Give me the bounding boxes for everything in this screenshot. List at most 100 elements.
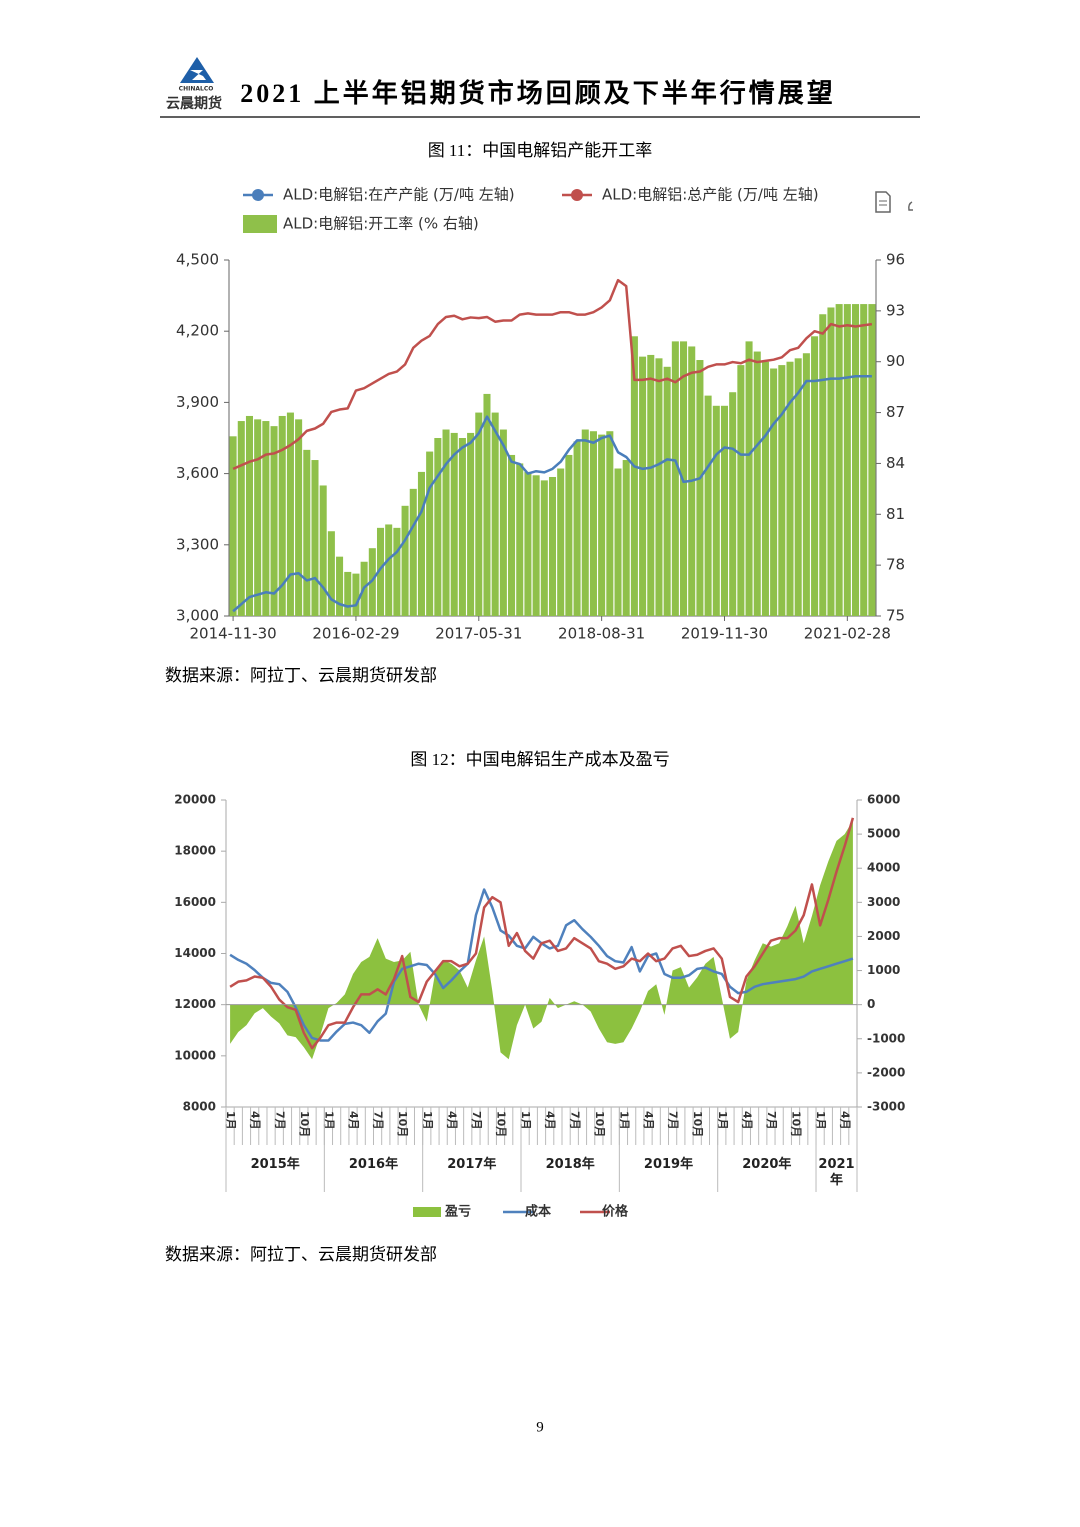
bar — [565, 454, 573, 616]
x-group-label: 2016年 — [348, 1157, 399, 1172]
logo-mark-text: CHINALCO — [179, 86, 214, 93]
legend-label: 价格 — [602, 1204, 629, 1220]
x-tick-label: 2017-05-31 — [435, 625, 522, 643]
page-number: 9 — [536, 1419, 544, 1435]
y2-tick-label: 93 — [886, 301, 905, 319]
bar — [852, 304, 860, 616]
bar — [778, 365, 786, 616]
x-tick-label: 4月 — [544, 1111, 557, 1130]
bar — [385, 524, 393, 616]
bar — [368, 548, 376, 616]
bar — [393, 527, 401, 616]
bar — [835, 304, 843, 616]
x-tick-label: 1月 — [519, 1111, 532, 1130]
bar — [589, 431, 597, 616]
bar — [442, 429, 450, 616]
y2-tick-label: 96 — [886, 251, 905, 269]
x-tick-label: 4月 — [249, 1111, 262, 1130]
x-tick-label: 4月 — [839, 1111, 852, 1130]
x-group-label: 2020年 — [742, 1157, 792, 1172]
bar — [811, 336, 819, 616]
x-tick-label: 2021-02-28 — [804, 625, 891, 643]
bar — [417, 471, 425, 616]
bar — [606, 431, 614, 616]
bar — [475, 412, 483, 616]
bar — [573, 441, 581, 616]
line — [232, 278, 873, 470]
y2-tick-label: 5000 — [867, 827, 900, 841]
x-tick-label: 7月 — [667, 1111, 680, 1130]
bar — [770, 368, 778, 616]
y-tick-label: 3,300 — [176, 535, 219, 553]
y2-tick-label: -1000 — [867, 1031, 905, 1045]
bar — [614, 468, 622, 616]
y-tick-label: 8000 — [183, 1100, 216, 1114]
x-tick-label: 2019-11-30 — [681, 625, 768, 643]
figure-source: 数据来源：阿拉丁、云晨期货研发部 — [165, 666, 437, 685]
bar — [245, 415, 253, 616]
bar — [548, 476, 557, 616]
logo-name: 云晨期货 — [166, 95, 222, 112]
bar — [753, 351, 761, 616]
bar — [761, 361, 769, 616]
legend-label: ALD:电解铝:开工率 (% 右轴) — [283, 215, 479, 233]
y-tick-label: 3,000 — [176, 607, 219, 625]
bar — [540, 480, 548, 616]
x-tick-label: 4月 — [642, 1111, 655, 1130]
line — [232, 375, 872, 613]
x-tick-label: 1月 — [617, 1111, 630, 1130]
y2-tick-label: 1000 — [867, 963, 900, 977]
bar — [491, 412, 499, 616]
bar — [819, 314, 827, 616]
bar — [229, 436, 237, 616]
x-tick-label: 7月 — [568, 1111, 581, 1130]
bar — [581, 429, 589, 616]
bar — [516, 463, 524, 616]
bar — [557, 468, 565, 616]
x-group-label: 2019年 — [643, 1157, 694, 1172]
bar — [295, 419, 303, 616]
logo-mark-cut — [190, 70, 206, 80]
figure-caption: 图 12：中国电解铝生产成本及盈亏 — [410, 750, 669, 769]
y-tick-label: 20000 — [174, 793, 216, 807]
y-tick-label: 10000 — [174, 1048, 216, 1062]
x-tick-label: 4月 — [740, 1111, 753, 1130]
bar — [524, 471, 532, 616]
bar — [508, 454, 516, 616]
y-tick-label: 12000 — [174, 997, 216, 1011]
x-tick-label: 10月 — [495, 1111, 508, 1137]
bar — [712, 405, 720, 616]
figure-source: 数据来源：阿拉丁、云晨期货研发部 — [165, 1245, 437, 1264]
x-tick-label: 1月 — [716, 1111, 729, 1130]
y2-tick-label: 0 — [867, 997, 875, 1011]
export-icon — [875, 191, 913, 213]
x-tick-label: 2016-02-29 — [312, 625, 399, 643]
x-tick-label: 10月 — [298, 1111, 311, 1137]
bar — [639, 356, 647, 616]
bar — [376, 527, 385, 616]
bar — [868, 304, 876, 616]
x-tick-label: 10月 — [790, 1111, 803, 1137]
y2-tick-label: 3000 — [867, 895, 900, 909]
bar — [598, 434, 606, 616]
y-tick-label: 14000 — [174, 946, 216, 960]
y-tick-label: 3,900 — [176, 393, 219, 411]
x-tick-label: 10月 — [593, 1111, 606, 1137]
y-tick-label: 16000 — [174, 895, 216, 909]
bar — [336, 556, 344, 616]
x-tick-label: 7月 — [470, 1111, 483, 1130]
bar — [327, 531, 335, 616]
bar — [450, 432, 458, 616]
x-group-label: 2021年 — [818, 1157, 855, 1188]
bar — [303, 449, 311, 616]
figure-caption: 图 11：中国电解铝产能开工率 — [428, 141, 653, 160]
bar — [401, 505, 409, 616]
bar — [802, 353, 810, 616]
y-tick-label: 4,500 — [176, 251, 219, 269]
x-tick-label: 2014-11-30 — [190, 625, 277, 643]
x-tick-label: 7月 — [372, 1111, 385, 1130]
bar — [270, 426, 278, 616]
bar — [409, 488, 417, 616]
